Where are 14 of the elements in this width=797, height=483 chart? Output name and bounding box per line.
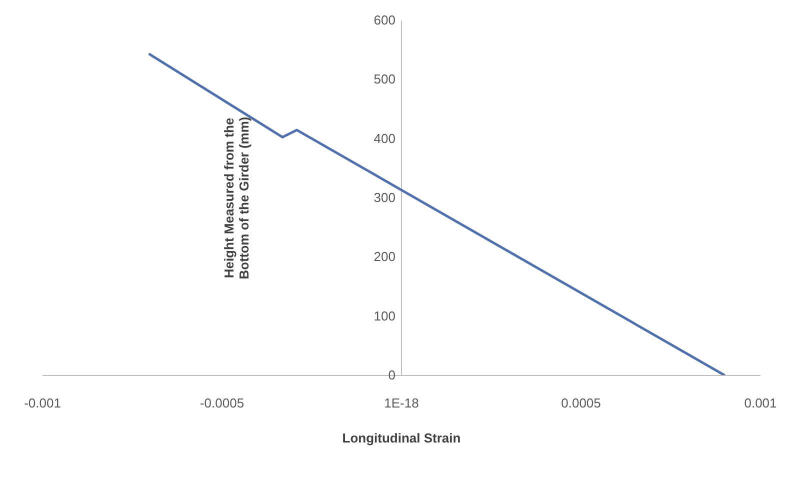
y-tick-label: 400	[374, 130, 396, 146]
y-tick-label: 300	[374, 190, 396, 205]
y-tick-label: 0	[388, 368, 396, 382]
y-tick-label: 200	[374, 249, 396, 264]
y-axis-title: Height Measured from the Bottom of the Girder (mm)	[222, 116, 252, 280]
x-tick-label: 1E-18	[384, 396, 419, 410]
x-tick-label: 0.0005	[561, 396, 601, 410]
x-tick-label: -0.0005	[200, 396, 244, 410]
x-axis-title: Longitudinal Strain	[342, 430, 461, 446]
y-tick-label: 600	[374, 12, 396, 28]
x-tick-label: -0.001	[24, 396, 61, 410]
x-tick-label: 0.001	[744, 396, 777, 410]
y-tick-label: 100	[374, 308, 396, 324]
y-tick-label: 500	[374, 72, 396, 87]
